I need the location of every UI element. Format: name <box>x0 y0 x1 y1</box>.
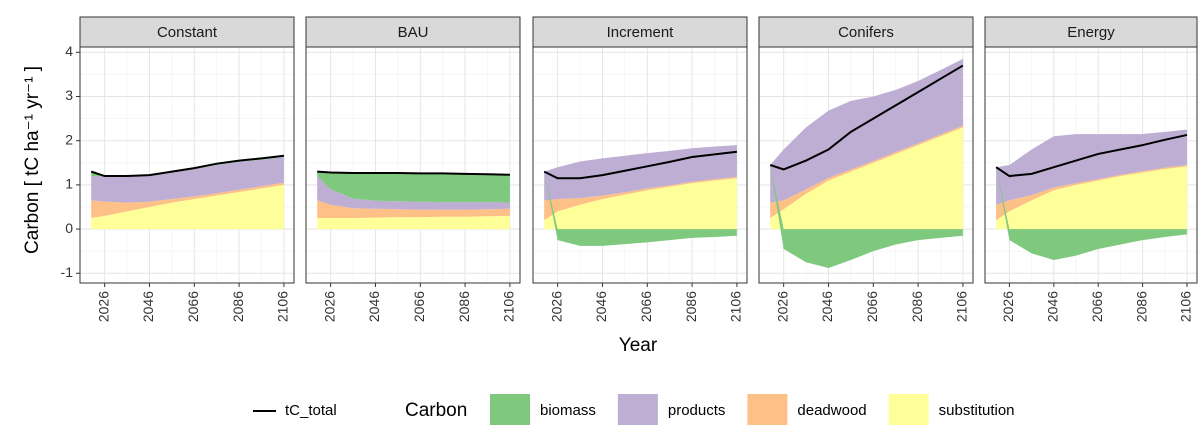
legend-swatch <box>490 394 530 425</box>
x-tick-label: 2026 <box>1000 291 1016 322</box>
legend-label: tC_total <box>285 402 337 419</box>
y-tick-label: 2 <box>65 131 73 147</box>
line-tC_total <box>995 133 1188 178</box>
y-tick-label: 0 <box>65 220 73 236</box>
panel-border <box>305 46 521 284</box>
area-deadwood <box>544 176 737 221</box>
x-tick-label: 2026 <box>548 291 564 322</box>
panel-border <box>79 46 295 284</box>
x-tick-label: 2026 <box>321 291 337 322</box>
panel-border <box>758 46 974 284</box>
x-tick-label: 2066 <box>1089 291 1105 322</box>
x-tick-label: 2086 <box>683 291 699 322</box>
area-deadwood <box>91 182 284 219</box>
x-tick-label: 2106 <box>728 291 744 322</box>
area-biomass <box>544 171 737 246</box>
panel-border <box>532 46 748 284</box>
y-tick-label: -1 <box>61 264 74 280</box>
x-tick-label: 2046 <box>140 291 156 322</box>
facet-title: Increment <box>607 24 675 41</box>
x-tick-label: 2086 <box>230 291 246 322</box>
y-tick-label: 4 <box>65 43 73 59</box>
area-deadwood <box>317 200 510 219</box>
y-axis-title: Carbon [ tC ha⁻¹ yr⁻¹ ] <box>22 66 43 254</box>
x-tick-label: 2106 <box>501 291 517 322</box>
area-substitution <box>544 178 737 230</box>
legend-swatch <box>888 394 929 425</box>
facet-title: Energy <box>1067 24 1115 41</box>
x-tick-label: 2046 <box>1045 291 1061 322</box>
area-deadwood <box>770 125 963 219</box>
panel-background <box>306 47 520 283</box>
x-tick-label: 2026 <box>95 291 111 322</box>
facet-strip <box>758 16 974 48</box>
x-tick-label: 2106 <box>1178 291 1194 322</box>
x-tick-label: 2066 <box>864 291 880 322</box>
legend-label: biomass <box>540 402 596 419</box>
x-tick-label: 2046 <box>819 291 835 322</box>
legend-label: products <box>668 402 726 419</box>
legend-title: Carbon <box>405 400 467 421</box>
x-tick-label: 2046 <box>366 291 382 322</box>
area-biomass <box>317 171 510 203</box>
x-tick-label: 2026 <box>774 291 790 322</box>
facet-title: Conifers <box>838 24 894 41</box>
x-tick-label: 2066 <box>411 291 427 322</box>
area-products <box>996 129 1188 205</box>
legend-label: substitution <box>939 402 1015 419</box>
legend-swatch <box>617 394 658 425</box>
panel-border <box>984 46 1198 284</box>
line-tC_total <box>543 150 738 180</box>
area-products <box>317 176 510 210</box>
x-tick-label: 2086 <box>1133 291 1149 322</box>
facet-title: Constant <box>157 24 218 41</box>
y-tick-label: 3 <box>65 87 73 103</box>
facet-strip <box>984 16 1198 48</box>
x-tick-label: 2086 <box>456 291 472 322</box>
area-products <box>91 157 284 203</box>
area-products <box>544 145 737 201</box>
x-tick-label: 2046 <box>593 291 609 322</box>
x-tick-label: 2106 <box>954 291 970 322</box>
y-tick-label: 1 <box>65 176 73 192</box>
x-tick-label: 2106 <box>275 291 291 322</box>
x-tick-label: 2066 <box>185 291 201 322</box>
facet-strip <box>305 16 521 48</box>
area-substitution <box>317 215 510 230</box>
facet-title: BAU <box>398 24 429 41</box>
area-substitution <box>91 184 284 230</box>
area-substitution <box>996 166 1188 230</box>
facet-strip <box>79 16 295 48</box>
legend-swatch <box>747 394 788 425</box>
x-tick-label: 2066 <box>638 291 654 322</box>
line-tC_total <box>317 170 510 176</box>
legend-label: deadwood <box>797 402 866 419</box>
line-tC_total <box>769 64 964 171</box>
area-biomass <box>770 165 963 268</box>
line-tC_total <box>90 154 285 178</box>
x-axis-title: Year <box>619 335 658 356</box>
area-biomass <box>996 167 1188 261</box>
area-substitution <box>770 127 963 230</box>
x-tick-label: 2086 <box>909 291 925 322</box>
